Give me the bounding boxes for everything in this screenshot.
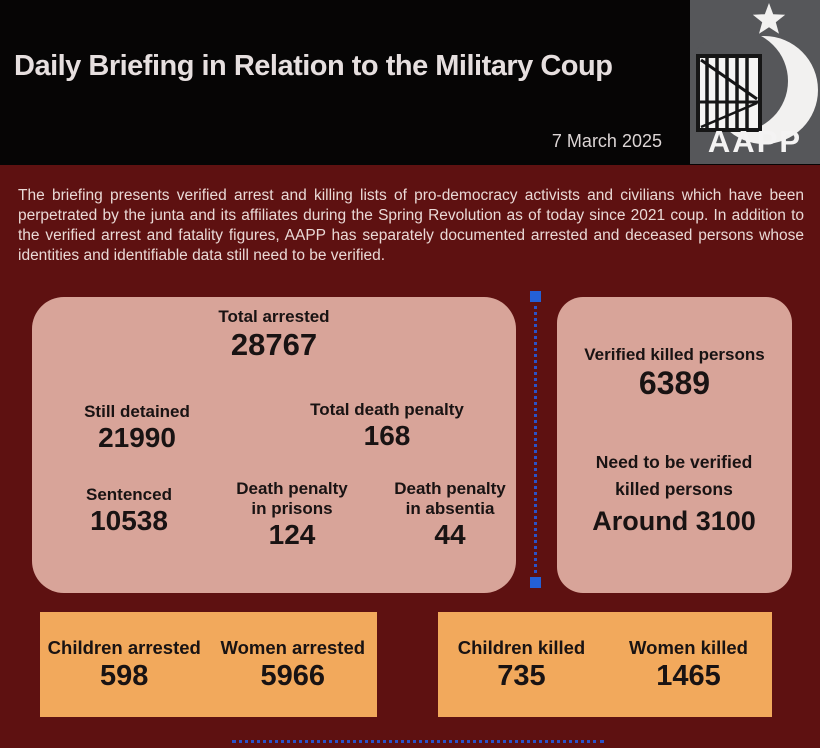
vertical-dotted-divider [530,291,542,588]
stat-value: 168 [363,420,411,452]
stat-label: Children killed [457,637,586,658]
stat-label: Women killed [629,637,748,658]
stat-label: Children arrested [47,637,201,658]
page-title: Daily Briefing in Relation to the Milita… [14,50,613,82]
stat-death-penalty-in-absentia: Death penalty in absentia 44 [385,479,515,551]
stat-label: Total arrested [218,307,330,326]
stat-label: Death penalty in prisons [236,479,348,519]
stat-label: Death penalty in absentia [394,479,506,519]
stat-children-arrested: Children arrested 598 [40,635,209,694]
stat-women-killed: Women killed 1465 [605,635,772,694]
stat-value: 735 [497,660,546,693]
divider-bottom-cap [530,577,541,588]
stat-still-detained: Still detained 21990 [52,402,222,454]
stat-need-to-be-verified-killed: Need to be verified killed persons Aroun… [579,449,769,537]
stat-total-arrested: Total arrested 28767 [32,307,516,363]
stat-sentenced: Sentenced 10538 [44,485,214,537]
stat-label: Total death penalty [310,400,464,419]
aapp-crescent-star-logo [690,3,818,144]
stat-total-death-penalty: Total death penalty 168 [272,400,502,452]
aapp-logo-text: AAPP [707,124,803,159]
children-women-killed-bar: Children killed 735 Women killed 1465 [438,612,772,717]
aapp-logo: AAPP [690,0,820,164]
stat-label: Sentenced [86,485,172,504]
bottom-dotted-line [232,740,604,743]
intro-paragraph: The briefing presents verified arrest an… [18,187,804,265]
stat-value: 124 [268,519,316,551]
stat-value: 44 [434,519,466,551]
stat-women-arrested: Women arrested 5966 [209,635,378,694]
stat-verified-killed-persons: Verified killed persons 6389 [557,345,792,402]
stat-value: 21990 [98,422,176,454]
stat-label: Still detained [84,402,190,421]
stat-label: Verified killed persons [584,345,765,364]
stat-value: 1465 [656,660,721,693]
stat-value: Around 3100 [592,506,756,537]
divider-top-cap [530,291,541,302]
stat-label: Need to be verified killed persons [595,452,753,500]
stat-value: 5966 [260,660,325,693]
killed-statistics-panel: Verified killed persons 6389 Need to be … [557,297,792,593]
arrest-statistics-panel: Total arrested 28767 Still detained 2199… [32,297,516,593]
stat-value: 598 [100,660,149,693]
stat-label: Women arrested [220,637,366,658]
stat-value: 6389 [638,365,711,402]
prison-gate-icon [696,54,762,132]
star-icon [752,3,786,34]
header-band: Daily Briefing in Relation to the Milita… [0,0,820,165]
briefing-date: 7 March 2025 [551,131,662,151]
divider-dotted-line [534,299,537,580]
stat-death-penalty-in-prisons: Death penalty in prisons 124 [227,479,357,551]
children-women-arrested-bar: Children arrested 598 Women arrested 596… [40,612,377,717]
stat-value: 28767 [230,327,318,363]
stat-children-killed: Children killed 735 [438,635,605,694]
stat-value: 10538 [90,505,168,537]
